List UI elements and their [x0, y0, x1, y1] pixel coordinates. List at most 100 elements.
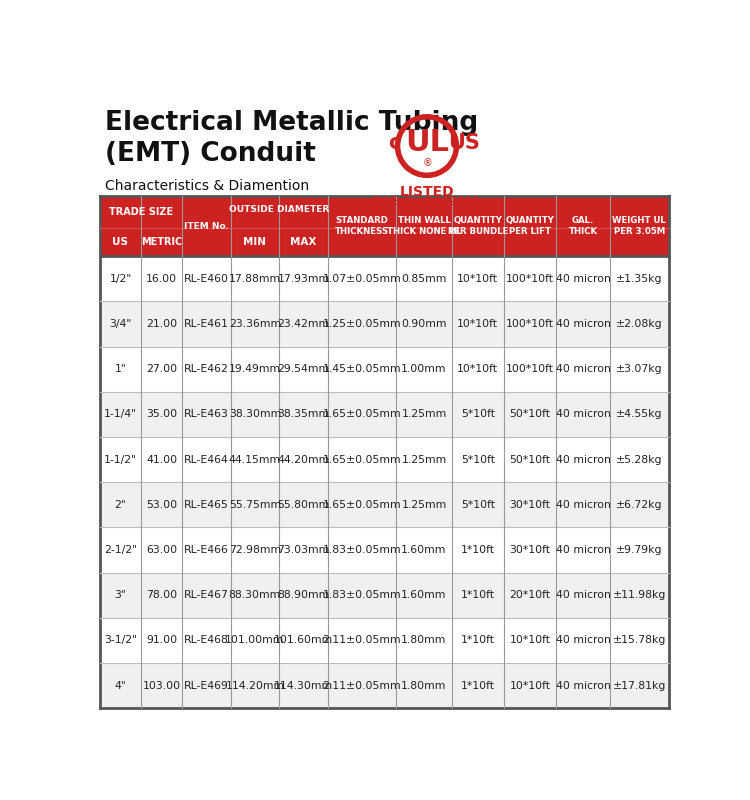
Text: 100*10ft: 100*10ft	[506, 319, 554, 329]
Text: 1.25mm: 1.25mm	[401, 410, 446, 419]
Text: RL-E464: RL-E464	[184, 454, 229, 465]
Text: 27.00: 27.00	[146, 364, 177, 374]
Text: METRIC: METRIC	[141, 238, 182, 247]
Text: STANDARD
THICKNESS: STANDARD THICKNESS	[335, 216, 389, 236]
Text: 88.90mm: 88.90mm	[278, 590, 329, 600]
Text: 40 micron: 40 micron	[556, 410, 610, 419]
Bar	[100, 663, 669, 708]
Text: FILE #.: E469551: FILE #.: E469551	[374, 195, 481, 208]
Text: 40 micron: 40 micron	[556, 319, 610, 329]
Text: 20*10ft: 20*10ft	[509, 590, 550, 600]
Text: RL-E465: RL-E465	[184, 500, 229, 510]
Text: RL-E468: RL-E468	[184, 635, 229, 646]
Text: ±4.55kg: ±4.55kg	[616, 410, 662, 419]
Text: 40 micron: 40 micron	[556, 545, 610, 555]
Bar	[100, 346, 669, 392]
Text: RL-E467: RL-E467	[184, 590, 229, 600]
Text: 40 micron: 40 micron	[556, 681, 610, 690]
Text: RL-E463: RL-E463	[184, 410, 229, 419]
Text: 44.20mm: 44.20mm	[278, 454, 329, 465]
Bar	[100, 618, 669, 663]
Text: (EMT) Conduit: (EMT) Conduit	[105, 141, 316, 166]
Text: US: US	[112, 238, 128, 247]
Text: MAX: MAX	[290, 238, 316, 247]
Text: 1/2": 1/2"	[110, 274, 131, 284]
Text: THIN WALL
THICK NONE UL: THIN WALL THICK NONE UL	[387, 216, 461, 236]
Text: 2-1/2": 2-1/2"	[104, 545, 137, 555]
Text: RL-E462: RL-E462	[184, 364, 229, 374]
Text: 1.80mm: 1.80mm	[401, 635, 447, 646]
Text: 17.93mm: 17.93mm	[278, 274, 329, 284]
Text: 50*10ft: 50*10ft	[509, 410, 550, 419]
Text: ±9.79kg: ±9.79kg	[616, 545, 662, 555]
Bar	[100, 196, 669, 256]
Text: 2": 2"	[115, 500, 126, 510]
Bar	[100, 482, 669, 527]
Text: 1*10ft: 1*10ft	[460, 635, 495, 646]
Text: 1.60mm: 1.60mm	[401, 545, 447, 555]
Text: 1.83±0.05mm: 1.83±0.05mm	[322, 545, 401, 555]
Text: RL-E460: RL-E460	[184, 274, 229, 284]
Text: ±15.78kg: ±15.78kg	[613, 635, 666, 646]
Text: 38.30mm: 38.30mm	[229, 410, 281, 419]
Text: 23.42mm: 23.42mm	[278, 319, 329, 329]
Bar	[100, 437, 669, 482]
Text: 5*10ft: 5*10ft	[460, 500, 495, 510]
Bar	[100, 302, 669, 346]
Text: 3-1/2": 3-1/2"	[104, 635, 137, 646]
Text: 1.65±0.05mm: 1.65±0.05mm	[322, 454, 401, 465]
Text: OUTSIDE DIAMETER: OUTSIDE DIAMETER	[229, 205, 329, 214]
Text: WEIGHT UL
PER 3.05M: WEIGHT UL PER 3.05M	[613, 216, 666, 236]
Text: ®: ®	[422, 158, 432, 168]
Text: GAL.
THICK: GAL. THICK	[568, 216, 598, 236]
Text: 44.15mm: 44.15mm	[229, 454, 281, 465]
Text: 78.00: 78.00	[146, 590, 177, 600]
Text: LISTED: LISTED	[400, 185, 454, 198]
Text: MIN: MIN	[243, 238, 266, 247]
Text: 114.20mm: 114.20mm	[225, 681, 284, 690]
Text: 5*10ft: 5*10ft	[460, 410, 495, 419]
Text: ±5.28kg: ±5.28kg	[616, 454, 662, 465]
Text: ±17.81kg: ±17.81kg	[613, 681, 666, 690]
Text: 40 micron: 40 micron	[556, 364, 610, 374]
Text: RL-E469: RL-E469	[184, 681, 229, 690]
Text: 2.11±0.05mm: 2.11±0.05mm	[322, 681, 401, 690]
Text: Characteristics & Diamention: Characteristics & Diamention	[105, 179, 310, 193]
Text: 10*10ft: 10*10ft	[458, 319, 498, 329]
Text: 1.45±0.05mm: 1.45±0.05mm	[322, 364, 401, 374]
Text: 1*10ft: 1*10ft	[460, 681, 495, 690]
Text: 1.00mm: 1.00mm	[401, 364, 447, 374]
Text: 23.36mm: 23.36mm	[229, 319, 281, 329]
Text: 50*10ft: 50*10ft	[509, 454, 550, 465]
Text: 30*10ft: 30*10ft	[509, 500, 550, 510]
Text: 1-1/4": 1-1/4"	[104, 410, 137, 419]
Text: RL-E461: RL-E461	[184, 319, 229, 329]
Text: ITEM No.: ITEM No.	[184, 222, 229, 230]
Text: 30*10ft: 30*10ft	[509, 545, 550, 555]
Text: 5*10ft: 5*10ft	[460, 454, 495, 465]
Text: 1.80mm: 1.80mm	[401, 681, 447, 690]
Text: 1.25mm: 1.25mm	[401, 500, 446, 510]
Text: 1.25±0.05mm: 1.25±0.05mm	[322, 319, 401, 329]
Text: 1.60mm: 1.60mm	[401, 590, 447, 600]
Text: TRADE SIZE: TRADE SIZE	[109, 207, 173, 218]
Text: 3": 3"	[115, 590, 126, 600]
Bar	[100, 256, 669, 302]
Text: 101.60mm: 101.60mm	[274, 635, 333, 646]
Text: 53.00: 53.00	[146, 500, 177, 510]
Text: 40 micron: 40 micron	[556, 635, 610, 646]
Text: 88.30mm: 88.30mm	[229, 590, 281, 600]
Text: 29.54mm: 29.54mm	[278, 364, 329, 374]
Text: 16.00: 16.00	[146, 274, 177, 284]
Text: ±11.98kg: ±11.98kg	[613, 590, 666, 600]
Text: 3/4": 3/4"	[110, 319, 131, 329]
Text: 1.07±0.05mm: 1.07±0.05mm	[322, 274, 401, 284]
Text: 91.00: 91.00	[146, 635, 177, 646]
Text: 10*10ft: 10*10ft	[509, 681, 550, 690]
Text: UL: UL	[405, 129, 449, 158]
Text: QUANTITY
PER BUNDLE: QUANTITY PER BUNDLE	[448, 216, 508, 236]
Text: 1": 1"	[115, 364, 126, 374]
Text: 1.25mm: 1.25mm	[401, 454, 446, 465]
Text: ±2.08kg: ±2.08kg	[616, 319, 662, 329]
Text: 1-1/2": 1-1/2"	[104, 454, 137, 465]
